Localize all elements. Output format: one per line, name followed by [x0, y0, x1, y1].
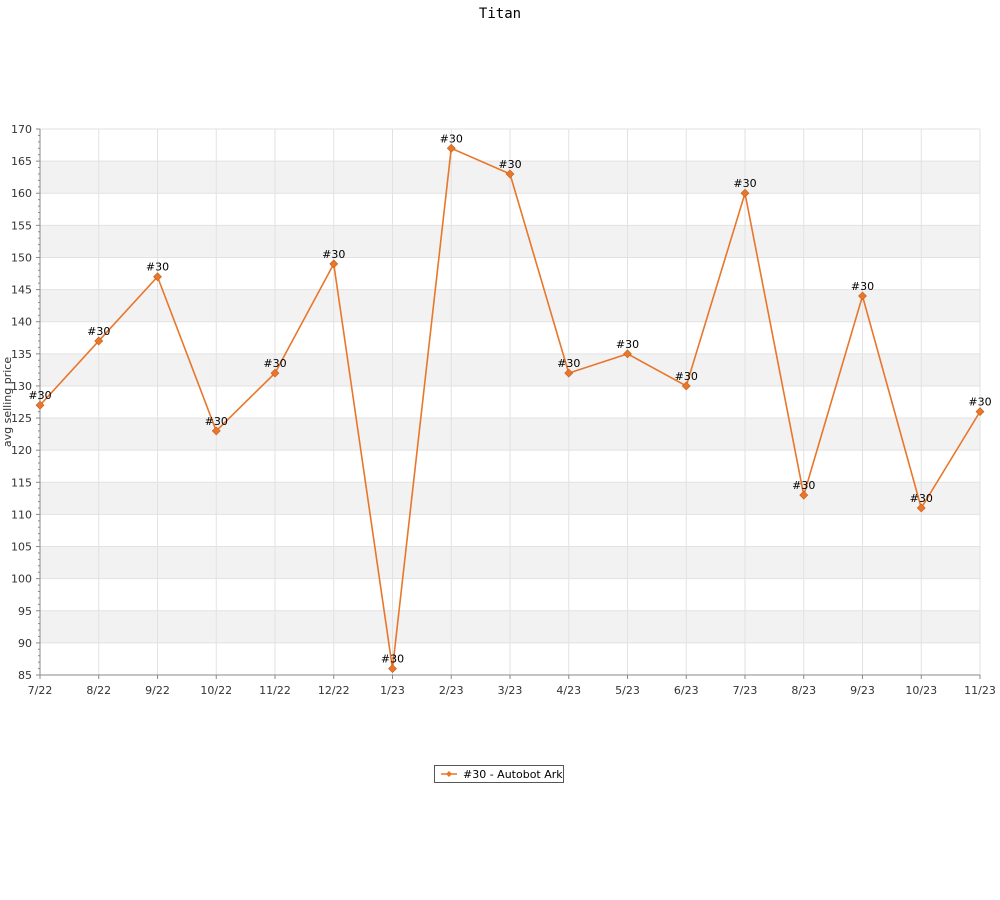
data-label: #30	[263, 357, 286, 370]
data-label: #30	[616, 338, 639, 351]
data-point	[564, 368, 574, 378]
x-tick-label: 8/23	[791, 684, 816, 697]
data-point	[740, 188, 750, 198]
data-point	[94, 336, 104, 346]
x-tick-label: 7/22	[28, 684, 53, 697]
x-axis-ticks: 7/22 8/22 9/22 10/22 11/22 12/22 1/23 2/23 3/23 4…	[28, 675, 996, 697]
y-tick-label: 165	[11, 155, 32, 168]
data-point	[623, 349, 632, 359]
data-point	[799, 490, 809, 500]
gridlines	[39, 128, 981, 676]
data-label: #30	[675, 370, 698, 383]
data-label: #30	[851, 280, 874, 293]
data-point	[916, 503, 926, 513]
x-tick-label: 1/23	[380, 684, 405, 697]
x-tick-label: 3/23	[498, 684, 523, 697]
y-tick-label: 100	[11, 573, 32, 586]
y-tick-label: 160	[11, 187, 32, 200]
data-label: #30	[557, 357, 580, 370]
y-tick-label: 145	[11, 284, 32, 297]
data-label: #30	[146, 261, 169, 274]
x-tick-label: 4/23	[556, 684, 581, 697]
chart-title: Titan	[478, 6, 522, 22]
series-layer	[35, 143, 985, 674]
y-tick-label: 155	[11, 219, 32, 232]
x-tick-label: 6/23	[674, 684, 699, 697]
x-tick-label: 5/23	[615, 684, 640, 697]
legend-marker-icon	[441, 771, 457, 777]
data-point	[975, 407, 985, 417]
y-tick-label: 85	[18, 669, 32, 682]
data-point	[35, 400, 45, 410]
y-axis-ticks: 85 90 95 100 105 110 115 120 125 130 135 140 145 150 1…	[11, 123, 40, 682]
data-label: #30	[733, 177, 756, 190]
legend: #30 - Autobot Ark	[434, 765, 564, 783]
x-tick-label: 10/22	[200, 684, 232, 697]
y-tick-label: 105	[11, 541, 32, 554]
data-label: #30	[968, 396, 991, 409]
y-tick-label: 125	[11, 412, 32, 425]
x-tick-label: 7/23	[733, 684, 758, 697]
x-tick-label: 8/22	[86, 684, 111, 697]
data-label: #30	[205, 415, 228, 428]
data-point	[388, 664, 397, 674]
x-tick-label: 2/23	[439, 684, 464, 697]
x-tick-label: 9/22	[145, 684, 170, 697]
data-labels: #30 #30 #30 #30 #30 #30 #30 #30 #30 #30 #30 #30 #30 #…	[28, 132, 991, 665]
x-tick-label: 12/22	[318, 684, 350, 697]
data-label: #30	[498, 158, 521, 171]
data-label: #30	[322, 248, 345, 261]
y-axis-label: avg selling price	[1, 357, 14, 447]
y-tick-label: 90	[18, 637, 32, 650]
data-label: #30	[910, 492, 933, 505]
x-tick-label: 11/23	[964, 684, 996, 697]
x-tick-label: 10/23	[905, 684, 937, 697]
data-label: #30	[28, 389, 51, 402]
y-tick-label: 135	[11, 348, 32, 361]
x-tick-label: 9/23	[850, 684, 875, 697]
data-point	[270, 368, 280, 378]
data-point	[681, 381, 691, 391]
y-tick-label: 130	[11, 380, 32, 393]
data-point	[153, 272, 162, 282]
data-label: #30	[381, 653, 404, 666]
data-label: #30	[440, 132, 463, 145]
data-label: #30	[792, 479, 815, 492]
y-tick-label: 110	[11, 508, 32, 521]
y-tick-label: 115	[11, 476, 32, 489]
data-point	[329, 259, 339, 269]
data-point	[211, 426, 221, 436]
data-label: #30	[87, 325, 110, 338]
x-tick-label: 11/22	[259, 684, 291, 697]
y-tick-label: 170	[11, 123, 32, 136]
legend-label: #30 - Autobot Ark	[463, 767, 563, 781]
y-tick-label: 150	[11, 251, 32, 264]
data-point	[858, 291, 867, 301]
y-tick-label: 95	[18, 605, 32, 618]
y-tick-label: 140	[11, 316, 32, 329]
data-point	[446, 143, 456, 153]
data-point	[505, 169, 515, 179]
y-tick-label: 120	[11, 444, 32, 457]
